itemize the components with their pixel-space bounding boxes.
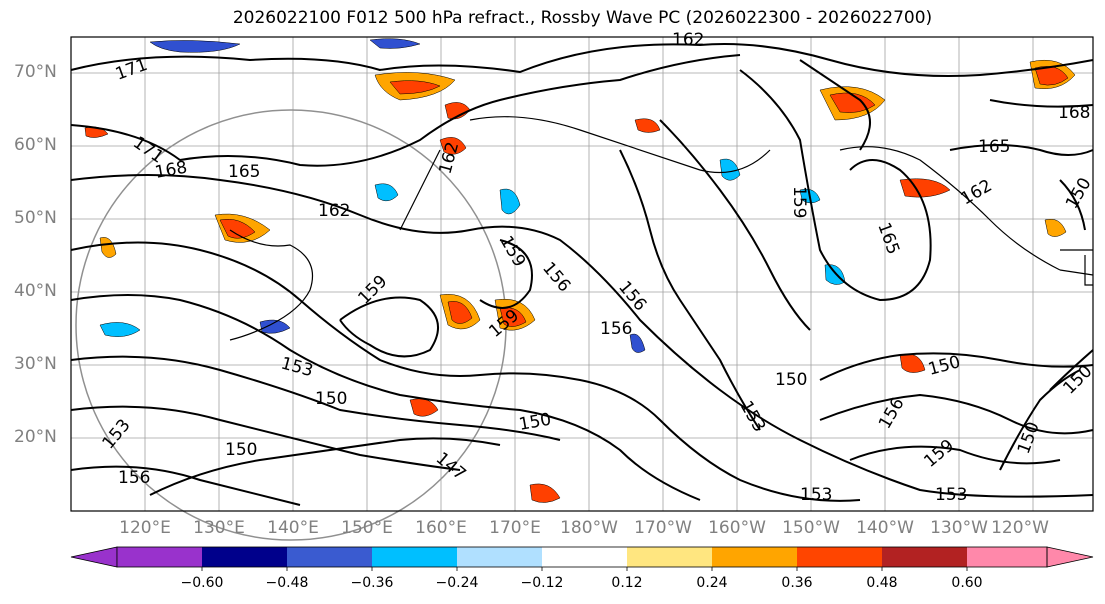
colorbar-bin <box>202 547 287 567</box>
contours <box>70 43 1094 506</box>
lat-label-60n: 60°N <box>14 135 57 155</box>
contour-label: 162 <box>318 201 350 221</box>
contour-label: 159 <box>789 186 809 218</box>
colorbar-tick-label: 0.60 <box>951 575 983 591</box>
colorbar-bin <box>627 547 712 567</box>
colorbar-tick-label: −0.60 <box>180 575 224 591</box>
colorbar-bin <box>797 547 882 567</box>
contour-label: 153 <box>935 485 967 505</box>
colorbar-tick-label: 0.36 <box>781 575 813 591</box>
contour-label: 156 <box>600 319 632 339</box>
colorbar-tick-label: −0.48 <box>265 575 309 591</box>
contour-label: 153 <box>800 485 832 505</box>
colorbar-tick-label: 0.48 <box>866 575 898 591</box>
contour-label: 165 <box>228 162 260 182</box>
lat-label-50n: 50°N <box>14 208 57 228</box>
colorbar-bin <box>372 547 457 567</box>
lat-label-20n: 20°N <box>14 427 57 447</box>
lon-label: 140°W <box>856 518 914 538</box>
lon-label: 170°E <box>489 518 541 538</box>
lat-label-40n: 40°N <box>14 281 57 301</box>
lon-label: 130°W <box>930 518 988 538</box>
contour-label: 150 <box>225 440 257 460</box>
lon-label: 130°E <box>193 518 245 538</box>
contour-label: 168 <box>1058 103 1090 123</box>
map-title: 2026022100 F012 500 hPa refract., Rossby… <box>232 8 933 28</box>
colorbar-tick-label: −0.12 <box>520 575 564 591</box>
colorbar-tick-label: 0.12 <box>611 575 643 591</box>
contour-label: 150 <box>315 389 347 409</box>
lon-label: 120°W <box>991 518 1049 538</box>
colorbar-frame <box>116 546 1048 568</box>
colorbar-min-arrow <box>70 546 118 568</box>
map-frame <box>70 36 1094 512</box>
colorbar-bin <box>457 547 542 567</box>
lon-label: 170°W <box>634 518 692 538</box>
shaded-anomalies <box>84 38 1076 503</box>
lon-label: 160°W <box>708 518 766 538</box>
colorbar-bin <box>287 547 372 567</box>
colorbar-tick-label: −0.36 <box>350 575 394 591</box>
colorbar <box>70 546 1094 571</box>
colorbar-bin <box>712 547 797 567</box>
lon-label: 150°E <box>341 518 393 538</box>
colorbar-tick-label: 0.24 <box>696 575 728 591</box>
lat-label-30n: 30°N <box>14 354 57 374</box>
colorbar-ticks <box>201 567 968 571</box>
colorbar-tick-label: −0.24 <box>435 575 479 591</box>
contour-label: 165 <box>978 137 1010 157</box>
lon-label: 160°E <box>415 518 467 538</box>
lon-label: 150°W <box>782 518 840 538</box>
lat-label-70n: 70°N <box>14 62 57 82</box>
contour-label: 156 <box>118 468 150 488</box>
lon-label: 120°E <box>119 518 171 538</box>
contour-label: 150 <box>775 370 807 390</box>
colorbar-bin <box>117 547 202 567</box>
contour-label: 162 <box>672 30 704 50</box>
colorbar-bin <box>967 547 1047 567</box>
colorbar-bin <box>882 547 967 567</box>
lon-label: 140°E <box>267 518 319 538</box>
colorbar-bin <box>542 547 627 567</box>
colorbar-max-arrow <box>1046 546 1094 568</box>
lon-label: 180°W <box>560 518 618 538</box>
